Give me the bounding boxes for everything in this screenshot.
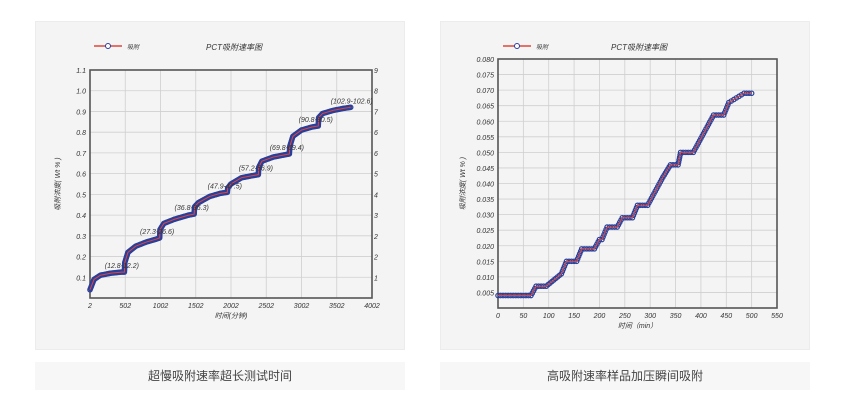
- y-tick-label: 0.6: [76, 172, 86, 179]
- y-tick-label: 0.005: [476, 290, 494, 297]
- y-tick-label: 0.070: [476, 88, 494, 95]
- right-chart-panel: 吸附 PCT吸附速率图 0 50 100 150 200 250 300 350 400 450 500…: [440, 21, 810, 350]
- series-line: [89, 106, 351, 290]
- y-tick-label: 0.1: [76, 275, 86, 282]
- chart-legend: 吸附: [94, 43, 140, 51]
- y-tick-label: 0.075: [476, 73, 494, 80]
- data-annotation: (27.3-26.6): [140, 229, 174, 236]
- y2-tick-label: 4: [374, 192, 378, 199]
- y2-tick-label: 6: [374, 130, 378, 137]
- y-tick-label: 0.080: [476, 57, 494, 64]
- data-annotation: (47.9-47.5): [208, 183, 242, 190]
- y-tick-label: 0.8: [76, 130, 86, 137]
- chart-legend: 吸附: [503, 43, 549, 51]
- right-caption: 高吸附速率样品加压瞬间吸附: [440, 362, 810, 390]
- y-tick-label: 0.025: [476, 228, 494, 235]
- x-axis-label: 时间(分钟): [215, 312, 248, 320]
- legend-label: 吸附: [127, 43, 140, 51]
- chart-title: PCT吸附速率图: [611, 43, 668, 52]
- y2-tick-label: 6: [374, 151, 378, 158]
- x-tick-label: 0: [496, 313, 500, 320]
- y-tick-label: 0.4: [76, 213, 86, 220]
- plot-frame: [497, 58, 778, 309]
- x-tick-label: 502: [119, 303, 131, 310]
- x-tick-label: 2502: [257, 303, 274, 310]
- y-tick-label: 1.1: [76, 68, 86, 75]
- x-tick-label: 3502: [329, 303, 345, 310]
- x-tick-label: 400: [695, 313, 707, 320]
- x-tick-label: 3002: [294, 303, 310, 310]
- x-axis-label: 时间（min）: [618, 322, 657, 330]
- y-tick-label: 0.050: [476, 150, 494, 157]
- legend-marker-icon: [105, 43, 111, 49]
- x-tick-label: 500: [746, 313, 758, 320]
- y-tick-label: 0.030: [476, 213, 494, 220]
- x-tick-label: 350: [670, 313, 682, 320]
- x-tick-label: 550: [771, 313, 783, 320]
- y2-tick-label: 2: [373, 234, 378, 241]
- x-tick-label: 450: [720, 313, 732, 320]
- y2-tick-label: 5: [374, 172, 378, 179]
- y-axis-label: 吸附浓度( Wt % ): [459, 157, 467, 210]
- right-chart: 吸附 PCT吸附速率图 0 50 100 150 200 250 300 350 400 450 500…: [459, 43, 783, 330]
- y-tick-label: 1.0: [76, 89, 86, 96]
- x-tick-label: 2002: [222, 303, 239, 310]
- y-tick-label: 0.060: [476, 119, 494, 126]
- y-axis-label: 吸附浓度( Wt % ): [54, 157, 62, 210]
- series-line: [498, 92, 752, 297]
- chart-title: PCT吸附速率图: [206, 43, 263, 52]
- chart-grid: [89, 69, 373, 298]
- y2-tick-label: 1: [374, 275, 378, 282]
- x-tick-label: 1002: [153, 303, 169, 310]
- x-tick-label: 250: [618, 313, 631, 320]
- y-tick-label: 0.3: [76, 234, 86, 241]
- plot-frame: [89, 69, 373, 299]
- y-tick-label: 0.055: [476, 135, 494, 142]
- data-annotation: (90.8-90.5): [299, 117, 333, 124]
- data-annotation: (36.8-36.3): [175, 205, 209, 212]
- y2-tick-label: 8: [374, 89, 378, 96]
- y-tick-label: 0.7: [76, 151, 87, 158]
- y2-tick-label: 7: [374, 109, 379, 116]
- x-tick-label: 100: [543, 313, 555, 320]
- y-tick-label: 0.040: [476, 182, 494, 189]
- y2-tick-label: 9: [374, 68, 378, 75]
- data-annotation: (69.8-69.4): [270, 145, 304, 152]
- data-annotation: (102.9-102.6): [331, 98, 373, 105]
- x-tick-label: 200: [593, 313, 606, 320]
- left-chart-panel: 吸附 PCT吸附速率图 2 502 1002 1502 2002 2502 3002 3502 40…: [35, 21, 405, 350]
- y2-tick-label: 2: [373, 255, 378, 262]
- y-tick-label: 0.020: [476, 244, 494, 251]
- y2-tick-label: 3: [374, 213, 378, 220]
- data-annotation: (12.8-12.2): [105, 263, 139, 270]
- x-tick-label: 50: [519, 313, 527, 320]
- x-tick-label: 150: [568, 313, 580, 320]
- y-tick-label: 0.010: [476, 275, 494, 282]
- y-tick-label: 0.065: [476, 104, 494, 111]
- data-annotation: (57.2-56.9): [239, 166, 273, 173]
- left-caption: 超慢吸附速率超长测试时间: [35, 362, 405, 390]
- y-tick-label: 0.045: [476, 166, 494, 173]
- y-tick-label: 0.5: [76, 192, 86, 199]
- x-tick-label: 4002: [364, 303, 380, 310]
- x-tick-label: 300: [644, 313, 656, 320]
- x-tick-label: 2: [87, 303, 92, 310]
- legend-marker-icon: [514, 43, 520, 49]
- y-tick-label: 0.9: [76, 109, 86, 116]
- y-tick-label: 0.015: [476, 259, 494, 266]
- x-tick-label: 1502: [188, 303, 204, 310]
- legend-label: 吸附: [536, 43, 549, 51]
- y-tick-label: 0.2: [76, 255, 86, 262]
- y-tick-label: 0.035: [476, 197, 494, 204]
